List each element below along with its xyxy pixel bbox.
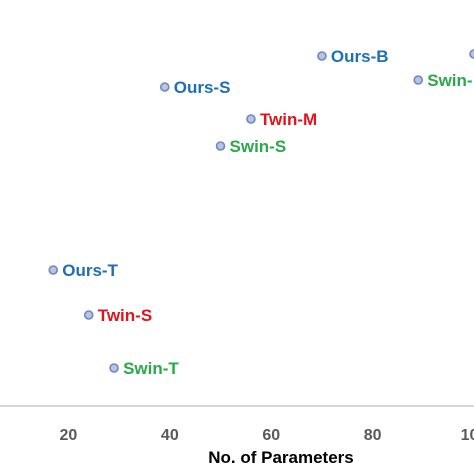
x-tick-label: 20 (60, 427, 78, 444)
data-point-label: Ours-B (331, 47, 389, 66)
data-point-label: Twin-M (260, 110, 317, 129)
data-point-label: Ours-S (174, 78, 231, 97)
points-layer: Ours-T Twin-S Swin-T Ours-S Swin-S Twin-M Ours… (48, 47, 474, 378)
data-point-label: Swin- (427, 71, 472, 90)
data-point-label: Ours-T (62, 261, 118, 280)
data-point-marker (413, 75, 424, 85)
x-tick-label: 100 (461, 427, 474, 444)
x-tick-label: 80 (364, 427, 382, 444)
data-point-marker (215, 141, 226, 151)
x-tick-label: 60 (262, 427, 280, 444)
data-point-label: Swin-T (123, 359, 179, 378)
data-point-marker (159, 82, 170, 92)
data-point-marker (317, 51, 327, 61)
data-point-marker (83, 310, 94, 320)
data-point-marker (469, 49, 474, 59)
x-tick-label: 40 (161, 427, 179, 444)
axis-layer: 20 40 60 80 100 (0, 405, 474, 444)
x-axis-title: No. of Parameters (208, 448, 354, 467)
data-point-marker (246, 114, 256, 124)
data-point-marker (48, 265, 59, 275)
data-point-label: Twin-S (98, 306, 152, 325)
data-point-marker (109, 363, 119, 373)
data-point-label: Swin-S (230, 137, 287, 156)
